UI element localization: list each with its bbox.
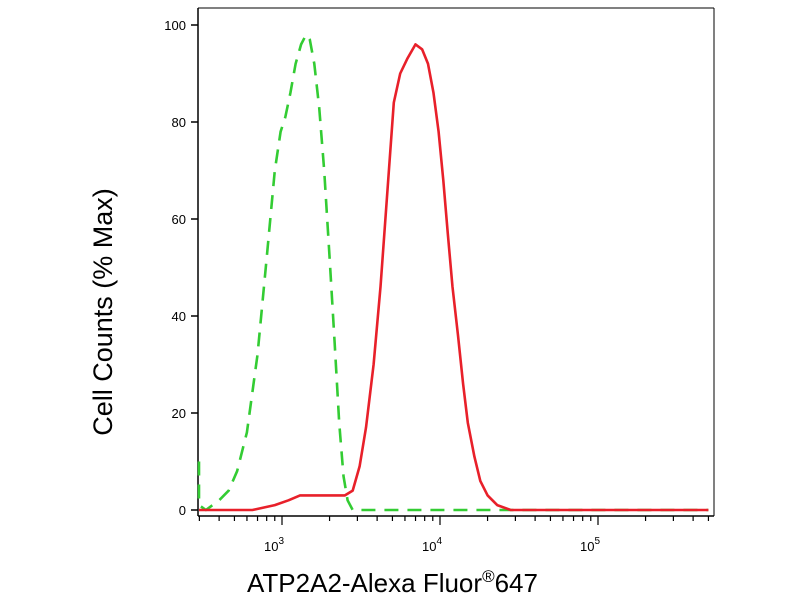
x-axis-title-registered-mark: ® (482, 567, 495, 586)
x-axis-title-suffix: 647 (495, 568, 538, 598)
y-tick-label: 20 (172, 406, 186, 421)
x-axis-ticks: 103 104 105 (198, 516, 710, 554)
x-tick-label-exponent: 4 (436, 536, 442, 547)
x-tick-label-exponent: 5 (594, 536, 600, 547)
y-tick-label: 100 (164, 18, 186, 33)
x-tick-label-base: 10 (264, 539, 278, 554)
y-tick-label: 60 (172, 212, 186, 227)
x-axis-title-main: ATP2A2-Alexa Fluor (247, 568, 482, 598)
y-tick-label: 40 (172, 309, 186, 324)
x-tick-label-exponent: 3 (278, 536, 284, 547)
green-dashed-histogram-line (197, 33, 709, 512)
y-tick-label: 0 (179, 503, 186, 518)
y-tick-label: 80 (172, 115, 186, 130)
x-axis-title: ATP2A2-Alexa Fluor®647 (247, 567, 538, 598)
x-tick-label-base: 10 (580, 539, 594, 554)
y-axis-title: Cell Counts (% Max) (88, 188, 118, 436)
y-axis-ticks: 0 20 40 60 80 100 (164, 18, 198, 518)
red-solid-histogram-line (199, 43, 709, 512)
x-tick-label: 105 (580, 536, 600, 554)
x-tick-label-base: 10 (422, 539, 436, 554)
x-tick-label: 103 (264, 536, 284, 554)
x-tick-label: 104 (422, 536, 442, 554)
series-layer (197, 33, 709, 512)
plot-frame (197, 7, 715, 517)
